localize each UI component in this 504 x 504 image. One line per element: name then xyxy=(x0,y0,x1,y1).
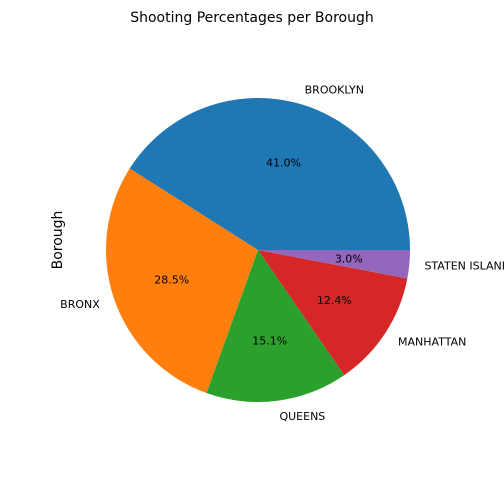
slice-label-queens: QUEENS xyxy=(279,410,325,423)
slice-label-staten-island: STATEN ISLAND xyxy=(424,260,504,273)
slice-percent-staten-island: 3.0% xyxy=(335,253,363,266)
y-axis-label: Borough xyxy=(50,211,66,270)
slice-percent-manhattan: 12.4% xyxy=(317,294,352,307)
slice-percent-brooklyn: 41.0% xyxy=(266,156,301,169)
slice-percent-queens: 15.1% xyxy=(252,334,287,347)
pie-labels: BROOKLYN 41.0% BRONX 28.5% QUEENS 15.1% MANHAT… xyxy=(60,83,504,422)
chart-title: Shooting Percentages per Borough xyxy=(130,10,374,26)
slice-label-manhattan: MANHATTAN xyxy=(398,335,466,348)
pie-slice-queens xyxy=(206,250,345,402)
pie-slice-bronx xyxy=(105,168,259,394)
pie-slice-staten-island xyxy=(258,250,410,279)
slice-label-brooklyn: BROOKLYN xyxy=(305,83,364,96)
pie-slice-manhattan xyxy=(258,250,408,376)
pie-slice-brooklyn xyxy=(129,97,410,250)
slice-label-bronx: BRONX xyxy=(60,298,100,311)
pie-slices xyxy=(105,97,410,402)
slice-percent-bronx: 28.5% xyxy=(154,274,189,287)
